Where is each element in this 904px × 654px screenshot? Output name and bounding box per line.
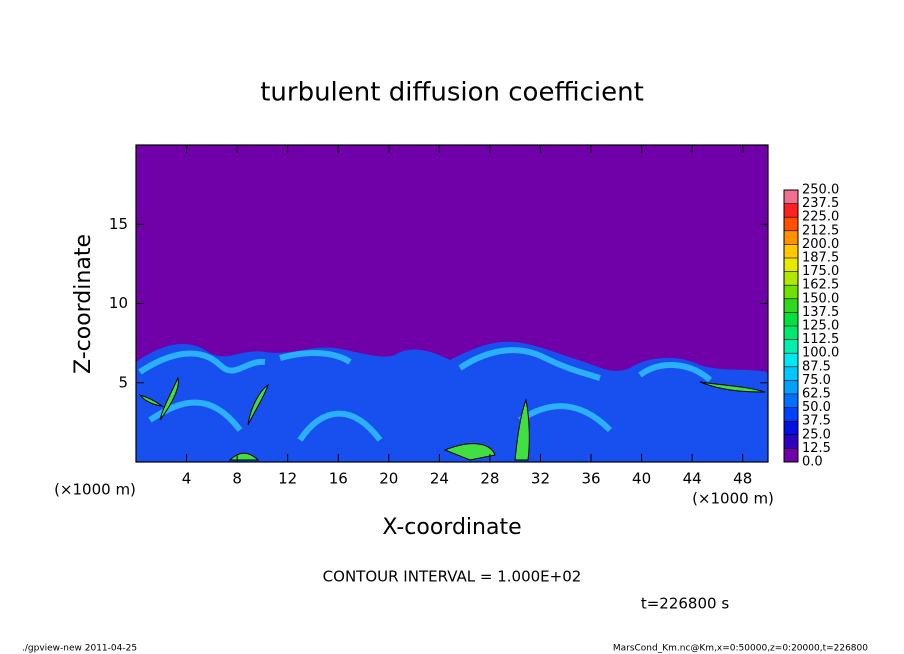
colorbar-band (784, 217, 798, 231)
colorbar-label: 112.5 (802, 332, 839, 347)
y-tick-label: 5 (118, 373, 128, 391)
colorbar-band (784, 203, 798, 218)
time-label: t=226800 s (641, 595, 729, 613)
colorbar-band (784, 271, 798, 286)
field (135, 144, 769, 463)
colorbar-label: 212.5 (802, 223, 839, 238)
colorbar-band (784, 421, 798, 435)
colorbar-band (784, 339, 798, 354)
x-tick-label: 32 (531, 470, 550, 488)
x-tick-label: 36 (581, 470, 600, 488)
colorbar-band (784, 298, 798, 313)
colorbar-label: 62.5 (802, 387, 831, 402)
x-tick-label: 16 (329, 470, 348, 488)
colorbar-label: 200.0 (802, 237, 839, 252)
colorbar-label: 75.0 (802, 373, 831, 388)
y-unit: (×1000 m) (54, 481, 136, 499)
footer-left: ./gpview-new 2011-04-25 (22, 644, 137, 654)
colorbar-band (784, 285, 798, 299)
colorbar-label: 12.5 (802, 441, 831, 456)
colorbar-label: 237.5 (802, 196, 839, 211)
colorbar-label: 225.0 (802, 210, 839, 225)
colorbar-band (784, 407, 798, 422)
colorbar-label: 162.5 (802, 278, 839, 293)
y-tick-label: 10 (109, 294, 128, 312)
x-tick-label: 4 (182, 470, 192, 488)
colorbar-label: 100.0 (802, 346, 839, 361)
colorbar-band (784, 258, 798, 272)
x-tick-label: 28 (480, 470, 499, 488)
annotation: CONTOUR INTERVAL = 1.000E+02 (323, 568, 582, 586)
colorbar-band (784, 448, 798, 462)
colorbar-label: 87.5 (802, 359, 831, 374)
colorbar-band (784, 434, 798, 449)
x-tick-label: 24 (430, 470, 449, 488)
x-tick-label: 20 (379, 470, 398, 488)
x-tick-label: 12 (278, 470, 297, 488)
colorbar-label: 137.5 (802, 305, 839, 320)
colorbar-band (784, 394, 798, 408)
colorbar-label: 150.0 (802, 291, 839, 306)
colorbar-label: 50.0 (802, 400, 831, 415)
colorbar-label: 175.0 (802, 264, 839, 279)
x-unit: (×1000 m) (692, 490, 774, 508)
colorbar-band (784, 230, 798, 245)
y-axis-label: Z-coordinate (71, 234, 96, 374)
contour-region (138, 376, 766, 461)
colorbar-label: 250.0 (802, 183, 839, 198)
colorbar-band (784, 244, 798, 258)
turbulent-streak (138, 347, 713, 442)
x-tick-label: 40 (632, 470, 651, 488)
chart-title: turbulent diffusion coefficient (260, 78, 644, 108)
colorbar-label: 0.0 (802, 455, 823, 470)
colorbar-label: 187.5 (802, 251, 839, 266)
colorbar-band (784, 312, 798, 326)
colorbar-band (784, 326, 798, 340)
turbulent-layer (136, 341, 768, 462)
x-tick-label: 44 (683, 470, 702, 488)
colorbar-label: 125.0 (802, 319, 839, 334)
colorbar-label: 37.5 (802, 414, 831, 429)
colorbar-band (784, 380, 798, 394)
y-tick-label: 15 (109, 215, 128, 233)
footer-right: MarsCond_Km.nc@Km,x=0:50000,z=0:20000,t=… (613, 644, 868, 654)
colorbar-band (784, 353, 798, 367)
x-axis-label: X-coordinate (382, 515, 521, 540)
colorbar-band (784, 366, 798, 381)
colorbar-band (784, 190, 798, 204)
x-tick-label: 8 (232, 470, 242, 488)
colorbar-label: 25.0 (802, 427, 831, 442)
x-tick-label: 48 (733, 470, 752, 488)
